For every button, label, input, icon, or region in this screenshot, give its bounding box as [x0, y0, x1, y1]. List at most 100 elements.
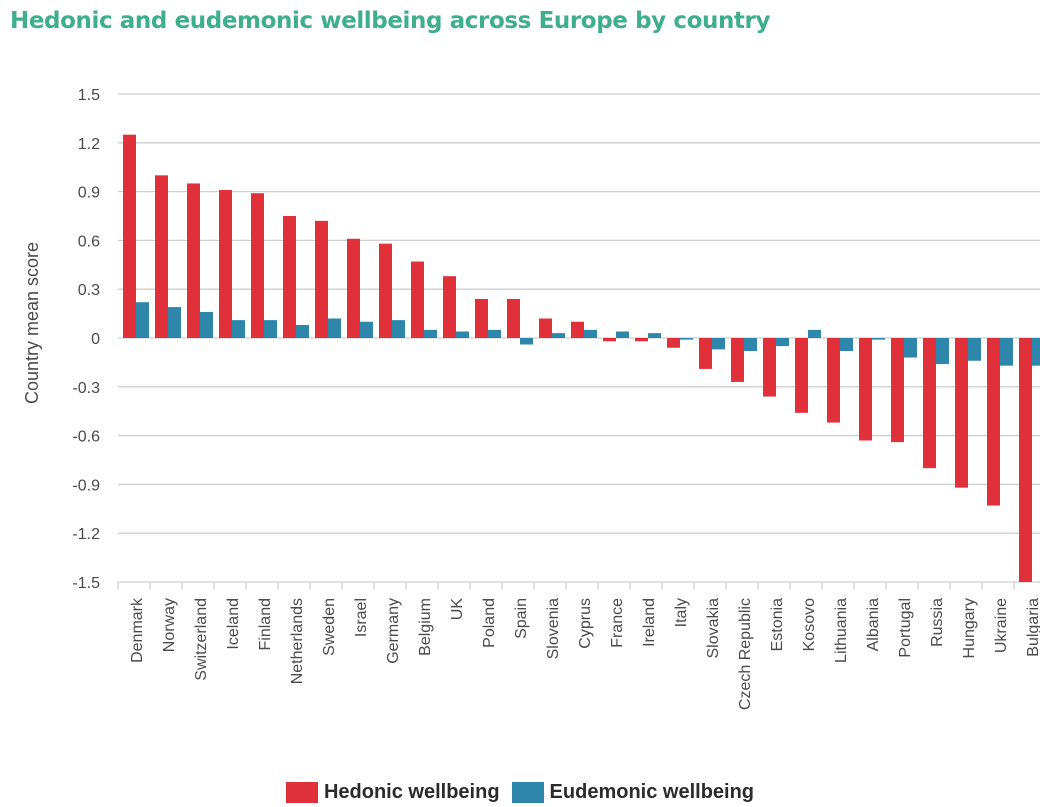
bar-hedonic-france: [603, 338, 616, 342]
x-tick-label: Denmark: [129, 597, 146, 663]
x-tick-label: Russia: [929, 598, 946, 647]
x-tick-label: Italy: [673, 598, 690, 627]
y-tick-label: -0.3: [72, 380, 100, 397]
x-tick-label: Kosovo: [801, 598, 818, 651]
x-tick-label: Switzerland: [193, 598, 210, 681]
bar-eudemonic-iceland: [232, 320, 245, 338]
bar-hedonic-slovenia: [539, 318, 552, 338]
x-tick-label: Finland: [257, 598, 274, 650]
bar-hedonic-kosovo: [795, 338, 808, 413]
bar-hedonic-belgium: [411, 261, 424, 338]
bar-eudemonic-ukraine: [1000, 338, 1013, 366]
x-tick-label: UK: [449, 598, 466, 621]
bar-hedonic-germany: [379, 243, 392, 338]
y-tick-label: 0.6: [78, 233, 100, 250]
bar-eudemonic-uk: [456, 331, 469, 338]
bar-eudemonic-ireland: [648, 333, 661, 338]
bar-hedonic-slovakia: [699, 338, 712, 369]
y-tick-label: 1.5: [78, 87, 100, 104]
x-tick-label: Netherlands: [289, 598, 306, 684]
bar-eudemonic-hungary: [968, 338, 981, 361]
bar-eudemonic-lithuania: [840, 338, 853, 352]
bar-eudemonic-italy: [680, 338, 693, 340]
legend-swatch: [285, 782, 318, 803]
bar-hedonic-albania: [859, 338, 872, 441]
x-tick-label: Albania: [865, 598, 882, 651]
bar-hedonic-cyprus: [571, 321, 584, 338]
bar-eudemonic-switzerland: [200, 311, 213, 338]
y-tick-label: -0.9: [72, 477, 100, 494]
bar-eudemonic-cyprus: [584, 329, 597, 338]
x-tick-label: Bulgaria: [1025, 598, 1040, 657]
bar-eudemonic-poland: [488, 329, 501, 338]
bar-hedonic-russia: [923, 338, 936, 469]
bar-hedonic-poland: [475, 298, 488, 338]
bar-hedonic-norway: [155, 175, 168, 338]
bar-eudemonic-france: [616, 331, 629, 338]
bar-eudemonic-norway: [168, 307, 181, 338]
legend-swatch: [511, 782, 544, 803]
bar-eudemonic-bulgaria: [1032, 338, 1040, 366]
bar-hedonic-sweden: [315, 220, 328, 338]
bar-hedonic-uk: [443, 276, 456, 338]
x-tick-label: Estonia: [769, 598, 786, 651]
x-tick-label: Sweden: [321, 598, 338, 656]
x-tick-label: Belgium: [417, 598, 434, 656]
x-tick-label: Cyprus: [577, 598, 594, 649]
y-tick-label: -1.2: [72, 526, 100, 543]
x-tick-label: Spain: [513, 598, 530, 639]
bar-eudemonic-israel: [360, 321, 373, 338]
x-tick-label: Portugal: [897, 598, 914, 658]
y-tick-label: -1.5: [72, 575, 100, 592]
x-tick-label: Poland: [481, 598, 498, 648]
y-axis-title: Country mean score: [22, 242, 42, 404]
bar-eudemonic-belgium: [424, 329, 437, 338]
chart-title: Hedonic and eudemonic wellbeing across E…: [10, 8, 771, 34]
bar-hedonic-lithuania: [827, 338, 840, 423]
bar-hedonic-finland: [251, 193, 264, 338]
chart-plot: 1.5 1.2 0.9 0.6 0.3 0 -0.3 -0.6 -0.9 -1.2 -1.5 Coun…: [22, 87, 1040, 710]
bar-eudemonic-estonia: [776, 338, 789, 347]
bar-eudemonic-finland: [264, 320, 277, 338]
y-tick-label: -0.6: [72, 429, 100, 446]
x-tick-label: Norway: [161, 598, 178, 652]
bar-hedonic-netherlands: [283, 216, 296, 338]
legend-item: Eudemonic wellbeing: [511, 781, 755, 804]
x-tick-label: Germany: [385, 598, 402, 664]
bar-hedonic-ukraine: [987, 338, 1000, 506]
y-tick-label: 0: [91, 331, 100, 348]
bar-eudemonic-slovakia: [712, 338, 725, 350]
bar-hedonic-switzerland: [187, 183, 200, 338]
bar-hedonic-spain: [507, 298, 520, 338]
y-tick-label: 0.9: [78, 185, 100, 202]
x-tick-label: Czech Republic: [737, 598, 754, 710]
bar-hedonic-czech-republic: [731, 338, 744, 382]
bar-eudemonic-czech-republic: [744, 338, 757, 352]
bar-eudemonic-portugal: [904, 338, 917, 358]
bar-hedonic-denmark: [123, 134, 136, 338]
bar-eudemonic-albania: [872, 338, 885, 340]
x-tick-label: Iceland: [225, 598, 242, 650]
bar-hedonic-portugal: [891, 338, 904, 443]
legend-label: Eudemonic wellbeing: [549, 781, 755, 803]
bar-eudemonic-russia: [936, 338, 949, 365]
x-tick-label: France: [609, 598, 626, 648]
bar-eudemonic-germany: [392, 320, 405, 338]
bar-eudemonic-denmark: [136, 302, 149, 338]
bar-hedonic-iceland: [219, 189, 232, 338]
bar-hedonic-italy: [667, 338, 680, 348]
x-tick-label: Lithuania: [833, 598, 850, 663]
bar-eudemonic-slovenia: [552, 333, 565, 338]
bar-eudemonic-sweden: [328, 318, 341, 338]
chart-legend: Hedonic wellbeing Eudemonic wellbeing: [0, 781, 1040, 804]
bar-eudemonic-spain: [520, 338, 533, 345]
y-tick-label: 1.2: [78, 136, 100, 153]
bar-hedonic-israel: [347, 238, 360, 338]
x-tick-label: Israel: [353, 598, 370, 637]
y-tick-label: 0.3: [78, 282, 100, 299]
bar-hedonic-estonia: [763, 338, 776, 397]
x-tick-label: Slovenia: [545, 598, 562, 659]
legend-item: Hedonic wellbeing: [285, 781, 500, 804]
legend-label: Hedonic wellbeing: [323, 781, 500, 803]
